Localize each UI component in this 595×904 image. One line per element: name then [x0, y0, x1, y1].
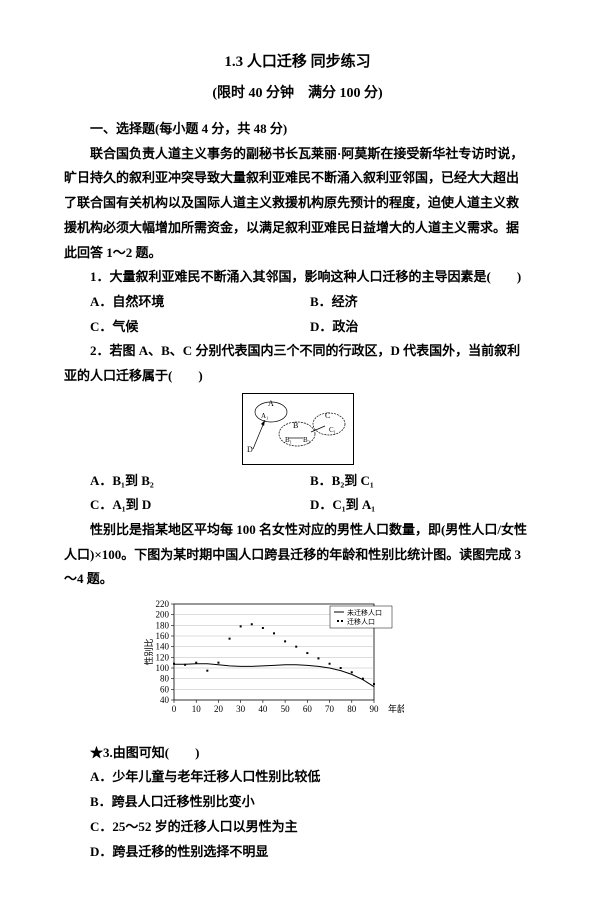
svg-text:90: 90	[370, 704, 380, 714]
option-1c: C．气候	[90, 315, 310, 340]
svg-text:30: 30	[236, 704, 246, 714]
option-2c: C．A₁到 D	[90, 493, 310, 518]
option-1b: B．经济	[310, 290, 531, 315]
svg-text:A₁: A₁	[261, 412, 269, 420]
intro-paragraph-1: 联合国负责人道主义事务的副秘书长瓦莱丽·阿莫斯在接受新华社专访时说，旷日持久的叙…	[64, 142, 531, 265]
page-title: 1.3 人口迁移 同步练习	[64, 48, 531, 77]
svg-text:60: 60	[303, 704, 313, 714]
page: 1.3 人口迁移 同步练习 (限时 40 分钟 满分 100 分) 一、选择题(…	[0, 0, 595, 904]
question-2: 2．若图 A、B、C 分别代表国内三个不同的行政区，D 代表国外，当前叙利亚的人…	[64, 339, 531, 388]
svg-text:20: 20	[214, 704, 224, 714]
svg-text:年龄: 年龄	[388, 703, 404, 714]
svg-text:70: 70	[325, 704, 335, 714]
svg-text:120: 120	[156, 652, 170, 662]
question-2-options-row-2: C．A₁到 D D．C₁到 A₁	[64, 493, 531, 518]
svg-text:140: 140	[156, 642, 170, 652]
svg-text:迁移人口: 迁移人口	[347, 617, 375, 626]
question-1: 1．大量叙利亚难民不断涌入其邻国，影响这种人口迁移的主导因素是( )	[64, 265, 531, 290]
svg-text:100: 100	[156, 663, 170, 673]
option-2d: D．C₁到 A₁	[310, 493, 531, 518]
svg-text:50: 50	[281, 704, 291, 714]
question-1-options-row-2: C．气候 D．政治	[64, 315, 531, 340]
svg-text:B₂: B₂	[303, 436, 311, 444]
page-subtitle: (限时 40 分钟 满分 100 分)	[64, 81, 531, 108]
svg-text:A: A	[268, 399, 274, 408]
svg-text:B: B	[293, 421, 298, 430]
svg-text:C: C	[325, 411, 330, 420]
svg-text:D: D	[247, 445, 253, 454]
svg-text:0: 0	[172, 704, 177, 714]
question-2-options-row-1: A．B₁到 B₂ B．B₂到 C₁	[64, 469, 531, 494]
option-1d: D．政治	[310, 315, 531, 340]
sex-ratio-chart: 4060801001201401601802002200102030405060…	[144, 598, 404, 737]
option-3d: D．跨县迁移的性别选择不明显	[64, 840, 531, 865]
svg-text:200: 200	[156, 610, 170, 620]
region-diagram: A A₁ B B₁ B₂ C C₁ D	[242, 393, 354, 465]
svg-text:40: 40	[160, 695, 170, 705]
svg-text:40: 40	[258, 704, 268, 714]
svg-text:160: 160	[156, 631, 170, 641]
svg-text:10: 10	[192, 704, 202, 714]
sex-ratio-chart-svg: 4060801001201401601802002200102030405060…	[144, 598, 404, 728]
svg-text:60: 60	[160, 684, 170, 694]
svg-text:性别比: 性别比	[144, 639, 154, 666]
svg-text:B₁: B₁	[285, 436, 292, 444]
option-3c: C．25～52 岁的迁移人口以男性为主	[64, 815, 531, 840]
svg-text:未迁移人口: 未迁移人口	[347, 608, 382, 617]
intro-paragraph-2: 性别比是指某地区平均每 100 名女性对应的男性人口数量，即(男性人口/女性人口…	[64, 518, 531, 592]
option-2b: B．B₂到 C₁	[310, 469, 531, 494]
option-3b: B．跨县人口迁移性别比变小	[64, 790, 531, 815]
question-3: ★3.由图可知( )	[64, 741, 531, 766]
region-diagram-svg: A A₁ B B₁ B₂ C C₁ D	[243, 394, 353, 464]
svg-text:80: 80	[160, 674, 170, 684]
question-1-options-row-1: A．自然环境 B．经济	[64, 290, 531, 315]
svg-text:180: 180	[156, 620, 170, 630]
svg-text:220: 220	[156, 599, 170, 609]
section-1-heading: 一、选择题(每小题 4 分，共 48 分)	[64, 117, 531, 142]
option-2a: A．B₁到 B₂	[90, 469, 310, 494]
option-3a: A．少年儿童与老年迁移人口性别比较低	[64, 765, 531, 790]
option-1a: A．自然环境	[90, 290, 310, 315]
svg-text:80: 80	[347, 704, 357, 714]
svg-text:C₁: C₁	[329, 426, 336, 434]
